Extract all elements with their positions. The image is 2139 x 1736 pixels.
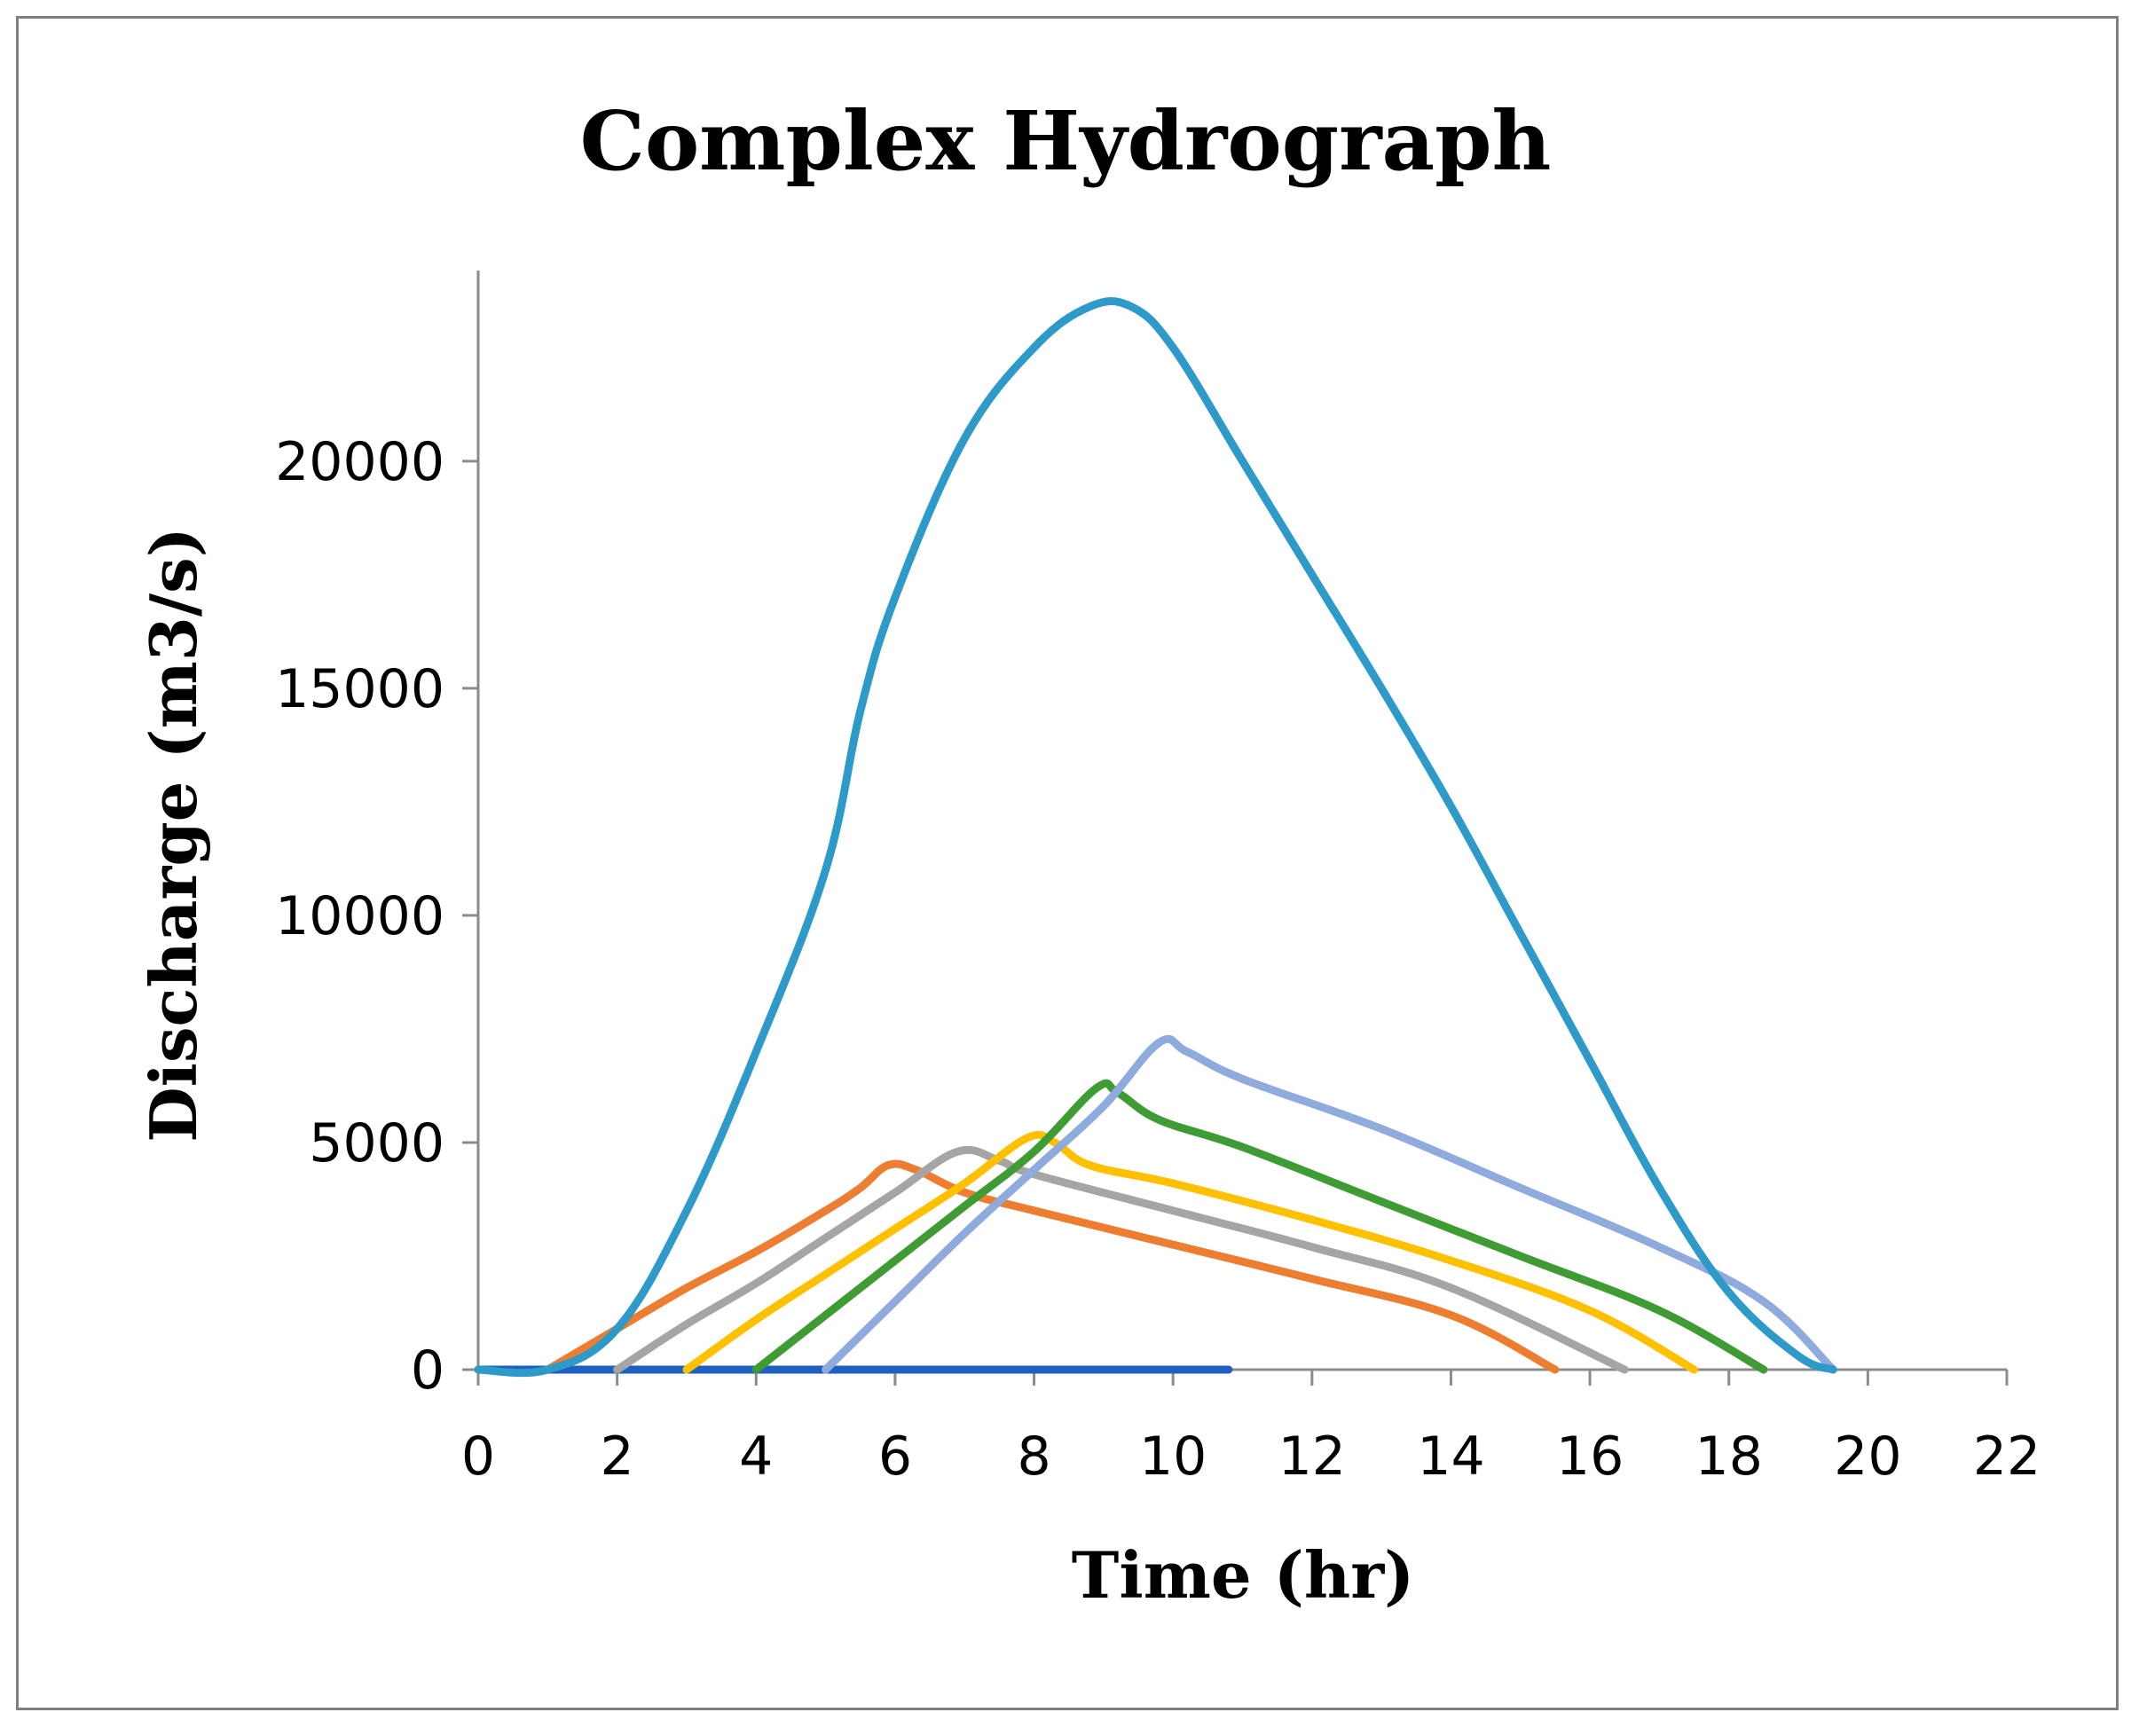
y-tick-label: 5000 [309,1112,444,1174]
y-tick-label: 15000 [275,658,444,720]
x-tick-label: 10 [1139,1426,1207,1488]
series-group [474,297,1837,1378]
x-tick-label: 18 [1695,1426,1763,1488]
x-tick-label: 6 [878,1426,912,1488]
series-line-7 [474,297,1837,1378]
axes: 0 2 4 6 8 10 12 14 16 18 20 22 0 5000 10000 15000 20000 [275,271,2041,1488]
x-tick-label: 8 [1017,1426,1050,1488]
x-tick-label: 4 [739,1426,773,1488]
x-tick-label: 20 [1834,1426,1901,1488]
x-tick-label: 14 [1417,1426,1484,1488]
chart-frame: Complex Hydrograph Discharge (m3/s) Time… [16,16,2119,1710]
x-tick-label: 0 [461,1426,495,1488]
series-line-4 [682,1130,1699,1374]
x-axis-title: Time (hr) [1072,1537,1414,1613]
series-line-5 [751,1079,1768,1374]
x-tick-label: 12 [1278,1426,1346,1488]
x-tick-label: 2 [601,1426,634,1488]
x-tick-label: 22 [1973,1426,2041,1488]
x-tick-label: 16 [1556,1426,1624,1488]
series-line-3 [613,1145,1629,1374]
y-tick-label: 0 [411,1339,444,1402]
y-tick-label: 10000 [275,885,444,947]
y-tick-label: 20000 [275,431,444,493]
y-axis-title: Discharge (m3/s) [136,527,211,1143]
chart-title: Complex Hydrograph [580,93,1552,189]
series-line-6 [822,1034,1837,1374]
chart-svg: Complex Hydrograph Discharge (m3/s) Time… [136,93,2041,1613]
